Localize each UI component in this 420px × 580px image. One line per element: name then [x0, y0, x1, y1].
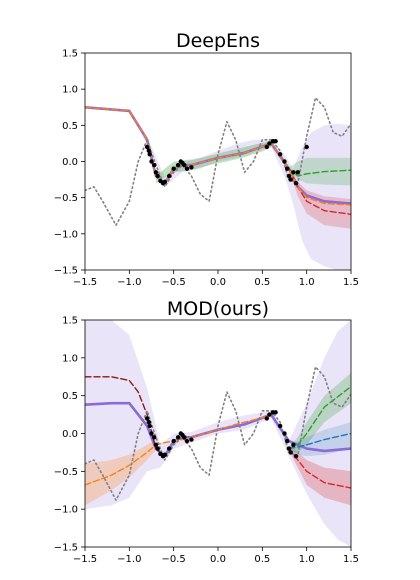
data-point: [282, 431, 287, 436]
y-tick-label: −1.0: [54, 229, 78, 240]
x-tick-label: −0.5: [162, 554, 186, 565]
x-tick-label: −1.5: [73, 554, 97, 565]
uncertainty-band-purple-1: [85, 320, 351, 547]
y-tick-label: 1.0: [62, 353, 78, 364]
data-point: [291, 442, 296, 447]
data-point: [304, 144, 309, 150]
data-point: [277, 423, 283, 429]
data-point: [184, 166, 190, 171]
data-point: [146, 419, 151, 425]
data-point: [153, 170, 159, 175]
series-line-blue-dashed: [288, 432, 351, 450]
data-point: [149, 159, 154, 164]
data-point: [288, 450, 293, 455]
x-tick-label: −1.0: [117, 554, 141, 565]
data-point: [175, 162, 181, 168]
data-point: [152, 162, 157, 168]
data-point: [286, 446, 292, 451]
x-tick-label: 0.5: [254, 277, 270, 288]
data-point: [184, 438, 190, 444]
data-point: [189, 165, 194, 170]
y-tick-label: −1.5: [54, 543, 78, 554]
chart-panel-2: −1.5 −1.0 −0.5 0.0 0.5 1.0 1.5 −1.5 −1.0 −0.5 0.0 0…: [54, 298, 359, 565]
data-point: [146, 148, 151, 153]
data-point: [162, 179, 167, 184]
series-line-green-dashed: [288, 167, 351, 177]
data-point: [277, 152, 283, 157]
x-tick-label: 1.5: [343, 554, 359, 565]
data-point: [171, 166, 176, 171]
data-point: [293, 454, 299, 459]
uncertainty-band-red-5: [288, 447, 351, 506]
x-tick-label: 0.0: [210, 554, 226, 565]
x-tick-label: 1.0: [299, 554, 315, 565]
y-tick-label: 0.0: [62, 157, 78, 168]
data-point: [162, 452, 167, 457]
series-line-truth-dotted: [85, 366, 351, 501]
x-tick-label: 1.5: [343, 277, 359, 288]
data-point: [267, 412, 272, 417]
data-point: [295, 170, 300, 175]
data-point: [153, 442, 159, 447]
data-point: [264, 416, 269, 421]
y-tick-label: −1.0: [54, 505, 78, 516]
data-point: [264, 144, 269, 150]
x-tick-label: −0.5: [162, 277, 186, 288]
data-point: [147, 152, 152, 157]
data-point: [144, 144, 150, 150]
data-point: [149, 431, 154, 436]
data-point: [167, 173, 172, 179]
chart-title: MOD(ours): [167, 298, 269, 320]
data-point: [267, 141, 272, 146]
data-point: [285, 166, 290, 171]
data-point: [175, 435, 181, 440]
data-point: [167, 446, 172, 451]
x-tick-label: 1.0: [299, 277, 315, 288]
y-tick-label: 0.5: [62, 121, 78, 132]
y-tick-label: 1.0: [62, 85, 78, 96]
data-point: [288, 177, 293, 182]
data-point: [155, 173, 160, 179]
x-tick-label: 0.0: [210, 277, 226, 288]
data-point: [189, 437, 194, 442]
chart-title: DeepEns: [176, 30, 260, 52]
uncertainty-band-green-4: [155, 141, 272, 184]
chart-panel-1: −1.5 −1.0 −0.5 0.0 0.5 1.0 1.5 −1.5 −1.0 −0.5 0.0 0…: [54, 30, 359, 288]
x-tick-label: −1.0: [117, 277, 141, 288]
data-point: [147, 423, 152, 429]
data-point: [144, 416, 150, 421]
data-point: [171, 438, 176, 444]
data-point: [282, 159, 287, 164]
y-tick-label: 1.5: [62, 316, 78, 327]
uncertainty-band-green-2: [288, 157, 351, 186]
series-line-truth-dotted: [85, 97, 351, 226]
y-tick-label: 0.5: [62, 391, 78, 402]
y-tick-label: 1.5: [62, 49, 78, 60]
y-tick-label: −0.5: [54, 467, 78, 478]
data-point: [293, 181, 299, 186]
uncertainty-band-purple-1: [85, 107, 351, 270]
data-point: [182, 162, 187, 168]
series-line-orange-dashed: [85, 106, 351, 206]
data-point: [152, 435, 157, 440]
plot-area: [85, 320, 351, 547]
uncertainty-band-orange-2: [85, 439, 156, 506]
data-point: [286, 173, 292, 179]
x-tick-label: −1.5: [73, 277, 97, 288]
y-tick-label: −1.5: [54, 266, 78, 277]
data-point: [291, 170, 296, 175]
uncertainty-band-red-3: [288, 167, 351, 229]
x-tick-label: 0.5: [254, 554, 270, 565]
plot-area: [85, 97, 351, 270]
data-point: [155, 446, 160, 451]
data-point: [182, 435, 187, 440]
data-point: [273, 139, 278, 144]
data-point: [285, 438, 290, 444]
data-point: [273, 410, 278, 415]
y-tick-label: −0.5: [54, 193, 78, 204]
y-tick-label: 0.0: [62, 429, 78, 440]
